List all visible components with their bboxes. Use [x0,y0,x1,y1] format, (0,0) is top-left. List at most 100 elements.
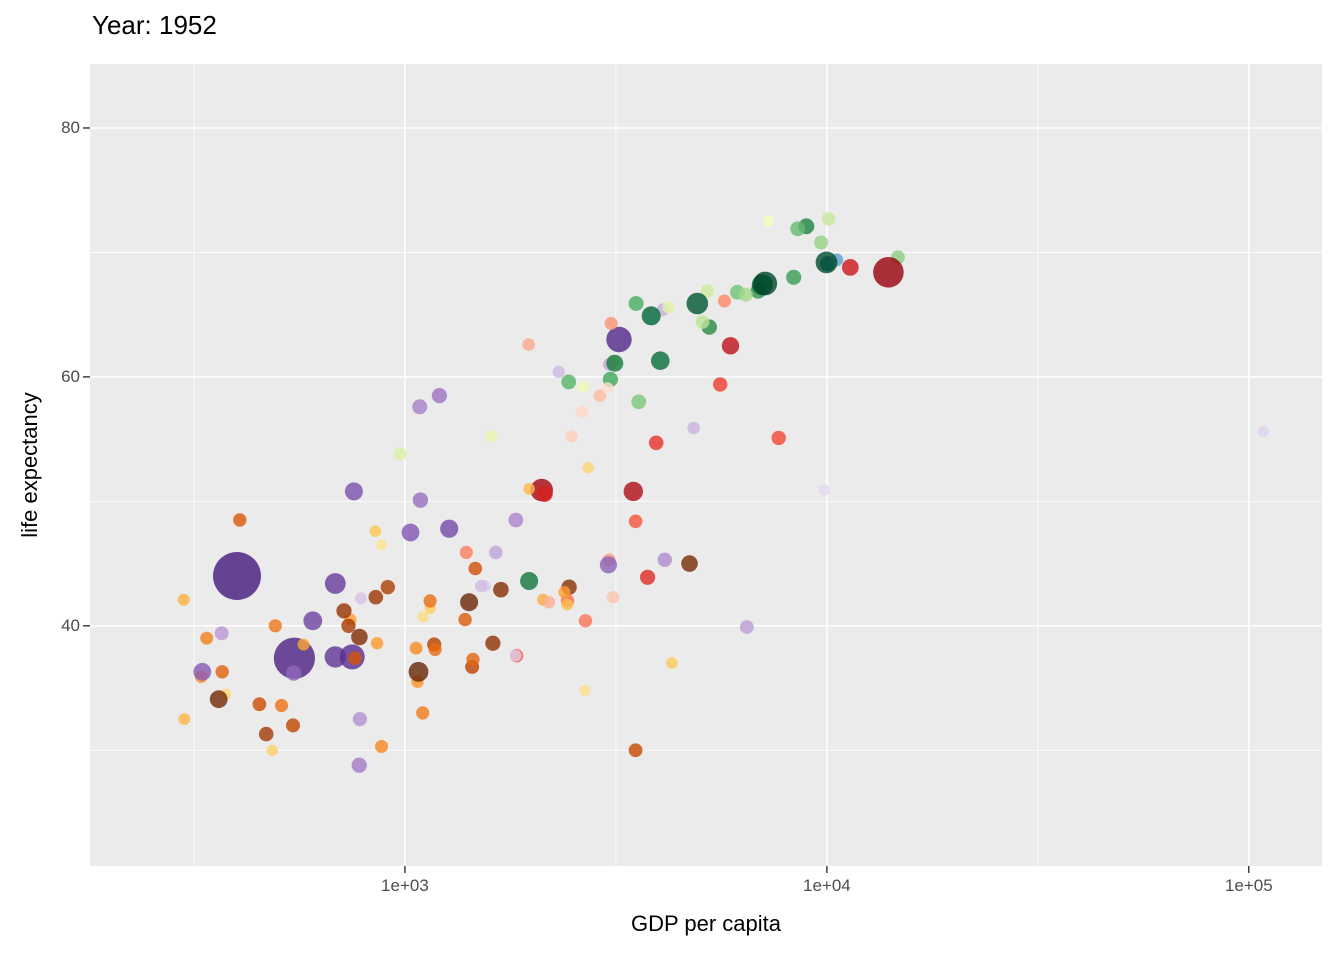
data-point [601,382,614,394]
data-point [815,251,838,274]
data-point [662,300,675,314]
data-point [821,212,836,226]
data-point [631,394,647,410]
x-tick-label: 1e+05 [1224,876,1273,895]
data-point [790,221,806,237]
data-point [493,581,509,598]
data-point [509,649,522,662]
data-point [336,603,352,619]
data-point [274,698,289,713]
data-point [393,447,407,461]
data-point [508,512,524,528]
data-point [258,726,274,742]
data-point [303,611,323,631]
data-point [739,620,754,634]
data-point [593,389,607,402]
data-point [681,555,698,572]
data-point [412,399,428,415]
data-point [348,651,362,665]
data-point [401,523,420,542]
data-point [640,569,656,585]
data-point [466,652,480,667]
data-point [468,561,483,576]
data-point [324,573,346,594]
data-point [841,259,859,276]
data-point [324,646,346,668]
data-point [606,354,624,372]
data-point [215,665,229,679]
data-point [193,662,212,681]
data-point [252,697,267,712]
data-point [268,619,282,633]
data-point [628,514,643,529]
data-point [648,435,664,451]
data-point [409,641,423,655]
data-point [599,556,618,574]
data-point [286,718,300,733]
data-point [297,638,310,651]
data-point [666,657,678,669]
data-point [582,462,594,474]
data-point [814,235,829,250]
data-point [606,591,620,604]
data-point [713,377,728,392]
data-point [628,296,644,311]
plot-panel [90,64,1322,866]
data-point [561,598,574,611]
data-point [552,365,565,378]
data-point [475,579,488,593]
data-point [577,381,590,393]
x-axis-title: GDP per capita [630,911,781,936]
data-point [762,215,775,227]
data-point [686,292,709,315]
data-point [558,586,571,599]
data-point [623,481,643,502]
data-point [440,519,459,538]
data-point [485,635,501,651]
data-point [375,740,388,753]
data-point [368,589,384,605]
data-point [818,484,831,496]
x-tick-label: 1e+03 [381,876,429,895]
data-point [177,593,190,606]
data-point [606,326,632,353]
data-point [561,374,577,390]
data-point [417,611,429,623]
data-point [200,631,214,645]
y-axis-title: life expectancy [17,392,42,538]
data-point [523,483,535,495]
data-point [233,513,247,527]
data-point [485,430,498,443]
data-point [351,628,368,646]
data-point [520,572,539,590]
data-point [286,665,302,681]
data-point [344,482,363,501]
data-point [352,712,367,727]
data-point [355,592,367,605]
data-point [489,545,503,560]
data-point [721,337,740,355]
data-point [536,485,553,502]
data-point [604,316,618,330]
data-point [695,315,710,329]
data-point [771,430,786,446]
data-point [657,552,672,567]
data-point [786,269,802,285]
data-point [209,690,228,709]
data-point [370,637,384,650]
data-point [687,421,700,435]
data-point [431,388,447,404]
y-tick-label: 60 [61,366,80,386]
data-point [641,306,661,326]
y-tick-label: 80 [61,117,80,137]
data-point [408,661,429,682]
data-point [214,626,229,641]
y-tick-label: 40 [61,615,80,635]
data-point [873,257,904,288]
data-point [412,492,429,508]
chart-title: Year: 1952 [92,10,217,40]
data-point [380,580,395,595]
data-point [369,525,382,537]
